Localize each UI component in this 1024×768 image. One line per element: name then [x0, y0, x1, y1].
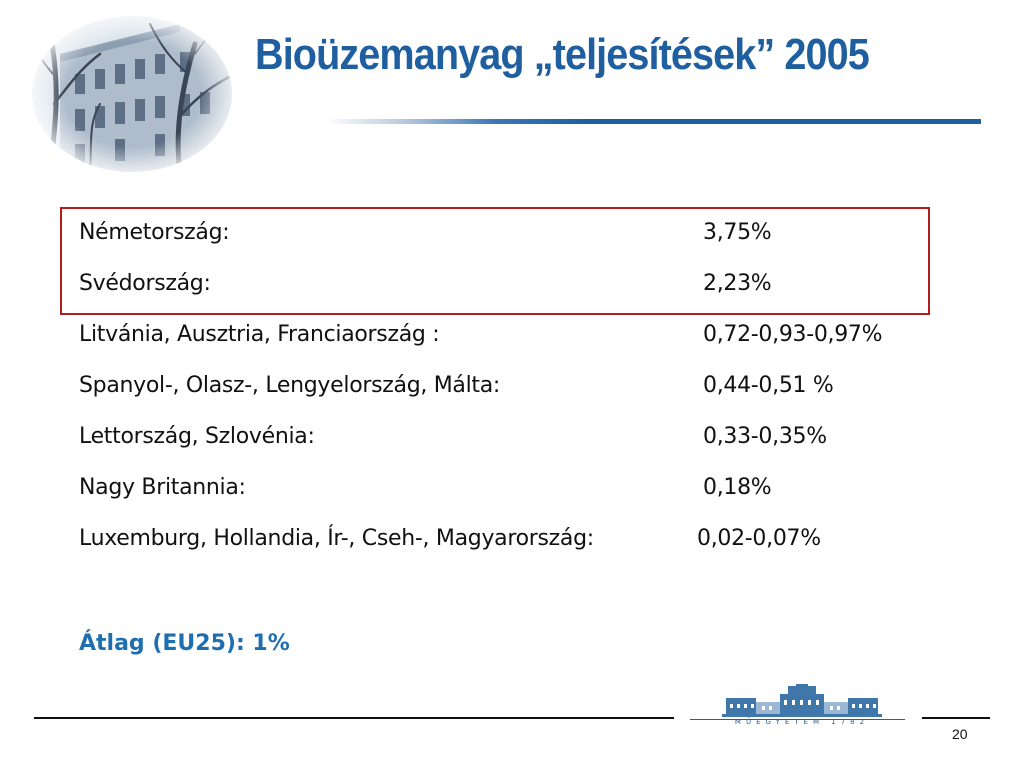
- university-logo: [722, 684, 882, 717]
- footer-divider: [922, 717, 990, 719]
- share-value: 0,18%: [703, 475, 772, 500]
- eu-average: Átlag (EU25): 1%: [79, 631, 290, 656]
- building-photo: [30, 14, 235, 174]
- page-number: 20: [952, 726, 968, 742]
- country-label: Luxemburg, Hollandia, Ír-, Cseh-, Magyar…: [79, 526, 594, 551]
- country-label: Litvánia, Ausztria, Franciaország :: [79, 322, 440, 347]
- share-value: 0,33-0,35%: [703, 424, 827, 449]
- country-label: Spanyol-, Olasz-, Lengyelország, Málta:: [79, 373, 501, 398]
- share-value: 0,44-0,51 %: [703, 373, 834, 398]
- country-label: Németország:: [79, 220, 230, 245]
- country-label: Svédország:: [79, 271, 211, 296]
- footer-divider: [34, 717, 674, 719]
- share-value: 3,75%: [703, 220, 772, 245]
- country-label: Nagy Britannia:: [79, 475, 246, 500]
- footer-divider: [690, 719, 905, 720]
- share-value: 0,72-0,93-0,97%: [703, 322, 883, 347]
- slide-title: Bioüzemanyag „teljesítések” 2005: [255, 30, 870, 79]
- share-value: 0,02-0,07%: [697, 526, 821, 551]
- share-value: 2,23%: [703, 271, 772, 296]
- highlight-box: [60, 207, 930, 315]
- title-underline: [325, 119, 981, 124]
- country-label: Lettország, Szlovénia:: [79, 424, 315, 449]
- logo-text: MŰEGYETEM 1782: [734, 718, 870, 726]
